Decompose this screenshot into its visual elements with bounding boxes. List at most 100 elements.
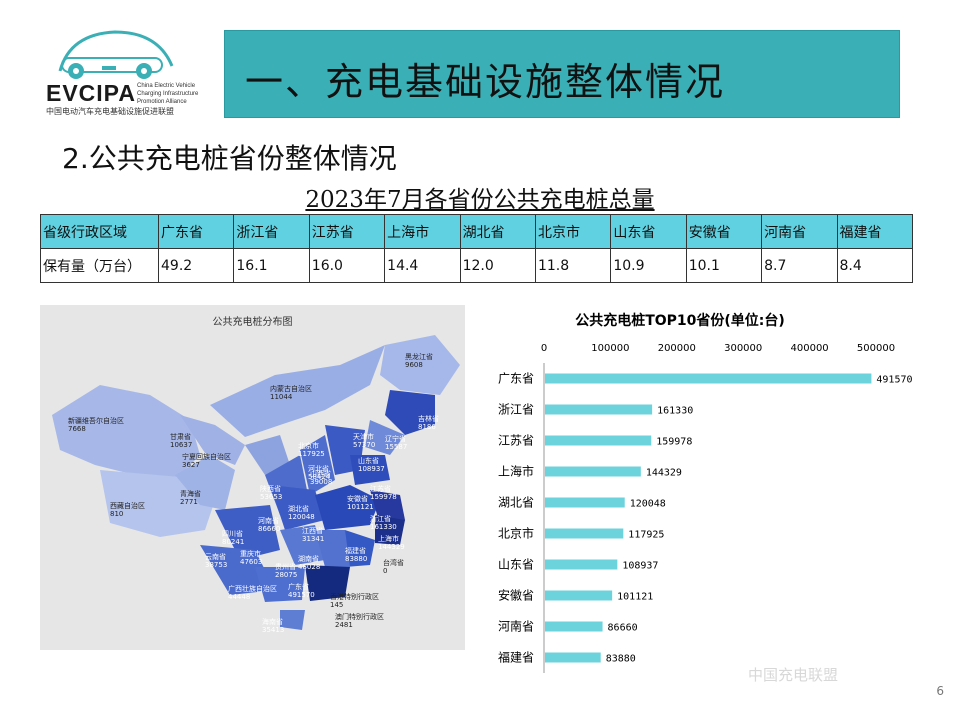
bar — [545, 404, 653, 415]
table-value-cell: 8.7 — [761, 248, 838, 283]
map-label-name: 重庆市 — [240, 550, 261, 558]
map-label: 台湾省 0 — [383, 559, 404, 575]
map-title: 公共充电桩分布图 — [212, 317, 293, 328]
map-label-name: 新疆维吾尔自治区 — [68, 417, 124, 425]
map-label-value: 47603 — [240, 558, 263, 566]
map-label-value: 57370 — [353, 441, 376, 449]
table-province-cell: 广东省 — [157, 214, 235, 249]
logo-brand: EVCIPA — [46, 80, 136, 106]
table-province-cell: 河南省 — [761, 214, 838, 249]
map-label-name: 台湾省 — [383, 559, 404, 567]
evcipa-logo — [58, 30, 174, 79]
bar-value-label: 108937 — [622, 561, 658, 572]
map-label-name: 天津市 — [353, 433, 374, 441]
map-label-value: 35413 — [262, 626, 285, 634]
table-header-label: 省级行政区域 — [40, 214, 159, 249]
map-label: 天津市 57370 — [353, 433, 375, 449]
map-label-name: 黑龙江省 — [405, 353, 433, 361]
table-province-cell: 山东省 — [610, 214, 687, 249]
map-label-name: 甘肃省 — [170, 433, 191, 441]
bar — [545, 373, 872, 384]
map-region-hainan — [280, 610, 305, 630]
map-label-name: 广西壮族自治区 — [228, 585, 277, 593]
category-label: 山东省 — [498, 558, 534, 572]
map-label-value: 9608 — [405, 361, 423, 369]
map-label-value: 810 — [110, 510, 124, 518]
map-label-value: 117925 — [298, 450, 325, 458]
map-label-value: 108937 — [358, 465, 385, 473]
table-row-label: 保有量（万台） — [40, 248, 159, 283]
category-label: 安徽省 — [498, 588, 534, 603]
table-value-cell: 10.1 — [685, 248, 763, 283]
table-value-cell: 14.4 — [384, 248, 461, 283]
map-label: 澳门特别行政区 2481 — [335, 613, 384, 629]
map-label-value: 58424 — [308, 473, 331, 481]
map-label-value: 86660 — [258, 525, 281, 533]
watermark: 中国充电联盟 — [748, 666, 839, 684]
map-label: 贵州省 28075 — [275, 563, 297, 579]
map-region-xinjiang — [52, 385, 200, 480]
map-region-qinghai — [175, 455, 235, 510]
x-tick-label: 300000 — [724, 343, 762, 354]
map-label-name: 西藏自治区 — [110, 502, 145, 510]
bar — [545, 652, 601, 663]
map-label-name: 安徽省 — [347, 495, 368, 503]
bar — [545, 621, 603, 632]
map-region-chongqing-guizhou — [280, 525, 325, 565]
map-region-fujian — [345, 530, 375, 567]
map-label: 黑龙江省 9608 — [405, 353, 433, 369]
map-label: 安徽省 101121 — [347, 495, 374, 511]
table-province-cell: 上海市 — [384, 214, 461, 249]
map-label-value: 15587 — [385, 443, 408, 451]
table-province-cell: 江苏省 — [308, 214, 386, 249]
map-label-name: 湖北省 — [288, 505, 309, 513]
map-label-name: 海南省 — [262, 618, 283, 626]
map-label: 湖南省 48028 — [298, 555, 320, 571]
map-label-name: 青海省 — [180, 490, 201, 498]
map-label-value: 11044 — [270, 393, 293, 401]
map-label: 四川省 80241 — [222, 530, 244, 546]
map-label: 陕西省 53653 — [260, 485, 282, 501]
map-label-value: 44448 — [228, 593, 251, 601]
map-label-value: 38753 — [205, 561, 228, 569]
map-label-name: 山西省 — [310, 470, 331, 478]
logo-chinese: 中国电动汽车充电基础设施促进联盟 — [46, 107, 174, 116]
map-label-value: 159978 — [370, 493, 397, 501]
map-label: 上海市 144329 — [378, 535, 405, 551]
china-map-panel: 公共充电桩分布图 黑龙江省 9608 内蒙古自治区 11044 吉林省 8186 新疆维吾尔… — [40, 305, 465, 650]
map-label-name: 河北省 — [308, 465, 329, 473]
map-region-liaoning — [365, 420, 405, 455]
map-label: 江苏省 159978 — [370, 485, 397, 501]
category-label: 河南省 — [498, 619, 534, 634]
map-label-name: 香港特别行政区 — [330, 593, 379, 601]
bar-value-label: 161330 — [657, 406, 693, 417]
map-label-value: 8186 — [418, 423, 436, 431]
map-label: 西藏自治区 810 — [110, 502, 145, 518]
map-label-name: 福建省 — [345, 547, 366, 555]
map-label-name: 江苏省 — [370, 485, 391, 493]
bar-value-label: 101121 — [617, 592, 653, 603]
category-label: 江苏省 — [498, 434, 534, 448]
bar-value-label: 120048 — [630, 499, 666, 510]
china-map — [52, 335, 460, 630]
table-value-cell: 49.2 — [157, 248, 235, 283]
category-label: 浙江省 — [498, 403, 534, 417]
map-label-value: 3627 — [182, 461, 200, 469]
x-tick-label: 100000 — [591, 343, 629, 354]
map-label-value: 10637 — [170, 441, 193, 449]
bar — [545, 528, 624, 539]
map-region-guangxi — [255, 567, 305, 602]
map-label: 河南省 86660 — [258, 517, 280, 533]
map-label-value: 31341 — [302, 535, 325, 543]
map-label: 广东省 491570 — [288, 583, 315, 599]
map-label-name: 贵州省 — [275, 563, 296, 571]
map-region-yunnan — [200, 545, 275, 595]
x-tick-label: 500000 — [857, 343, 895, 354]
bar — [545, 559, 618, 570]
bar-value-label: 144329 — [646, 468, 682, 479]
map-label-value: 48028 — [298, 563, 321, 571]
section-subtitle: 2.公共充电桩省份整体情况 — [62, 142, 397, 175]
bar-value-label: 117925 — [628, 530, 664, 541]
table-province-cell: 浙江省 — [233, 214, 310, 249]
map-region-henan — [270, 485, 325, 530]
